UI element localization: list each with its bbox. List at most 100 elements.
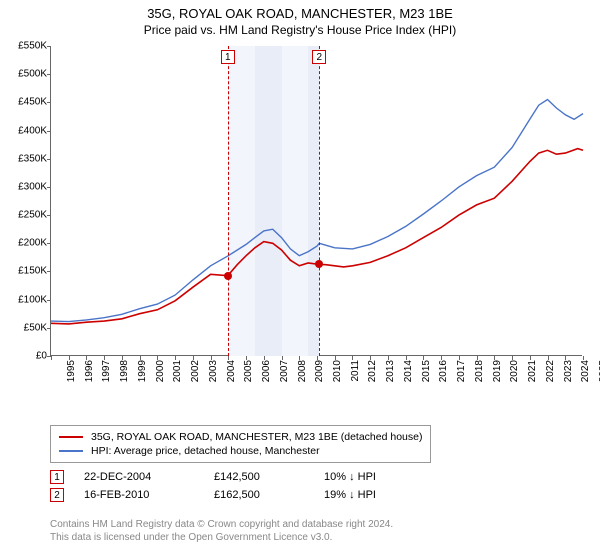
x-axis-tick-label: 1999 bbox=[137, 360, 148, 382]
y-axis-tick-label: £450K bbox=[3, 97, 47, 108]
event-date: 22-DEC-2004 bbox=[84, 471, 194, 483]
x-axis-tick-label: 2002 bbox=[190, 360, 201, 382]
x-axis-tick-label: 2018 bbox=[474, 360, 485, 382]
y-axis-tick-label: £400K bbox=[3, 125, 47, 136]
x-axis-tick bbox=[299, 356, 300, 360]
x-axis-tick-label: 1996 bbox=[84, 360, 95, 382]
x-axis-tick bbox=[51, 356, 52, 360]
x-axis-tick-label: 2000 bbox=[155, 360, 166, 382]
footer-line: This data is licensed under the Open Gov… bbox=[50, 531, 393, 544]
x-axis-tick bbox=[193, 356, 194, 360]
footer-attribution: Contains HM Land Registry data © Crown c… bbox=[50, 518, 393, 544]
y-axis-tick-label: £200K bbox=[3, 238, 47, 249]
x-axis-tick bbox=[246, 356, 247, 360]
legend-swatch bbox=[59, 436, 83, 438]
y-axis-tick-label: £0 bbox=[3, 351, 47, 362]
y-axis-tick bbox=[47, 271, 51, 272]
x-axis-tick-label: 2024 bbox=[580, 360, 591, 382]
x-axis-tick bbox=[157, 356, 158, 360]
legend: 35G, ROYAL OAK ROAD, MANCHESTER, M23 1BE… bbox=[50, 425, 431, 463]
y-axis-tick-label: £250K bbox=[3, 210, 47, 221]
y-axis-tick bbox=[47, 243, 51, 244]
event-price: £162,500 bbox=[214, 489, 304, 501]
x-axis-tick-label: 2019 bbox=[492, 360, 503, 382]
y-axis-tick-label: £150K bbox=[3, 266, 47, 277]
x-axis-tick-label: 2010 bbox=[332, 360, 343, 382]
x-axis-tick-label: 2011 bbox=[349, 360, 360, 382]
x-axis-tick bbox=[494, 356, 495, 360]
event-pct-vs-hpi: 10% ↓ HPI bbox=[324, 471, 424, 483]
line-series-svg bbox=[51, 46, 583, 356]
event-date: 16-FEB-2010 bbox=[84, 489, 194, 501]
x-axis-tick-label: 2021 bbox=[527, 360, 538, 382]
x-axis-tick-label: 2017 bbox=[456, 360, 467, 382]
y-axis-tick bbox=[47, 46, 51, 47]
x-axis-tick bbox=[423, 356, 424, 360]
x-axis-tick bbox=[441, 356, 442, 360]
chart-title: 35G, ROYAL OAK ROAD, MANCHESTER, M23 1BE bbox=[0, 6, 600, 21]
x-axis-tick bbox=[530, 356, 531, 360]
x-axis-tick bbox=[175, 356, 176, 360]
event-badge: 1 bbox=[50, 470, 64, 484]
x-axis-tick bbox=[512, 356, 513, 360]
x-axis-tick-label: 2007 bbox=[279, 360, 290, 382]
plot-area: £0£50K£100K£150K£200K£250K£300K£350K£400… bbox=[50, 46, 582, 356]
event-vline bbox=[319, 46, 320, 356]
x-axis-tick-label: 2009 bbox=[314, 360, 325, 382]
x-axis-tick bbox=[388, 356, 389, 360]
y-axis-tick bbox=[47, 187, 51, 188]
event-pct-vs-hpi: 19% ↓ HPI bbox=[324, 489, 424, 501]
x-axis-tick bbox=[104, 356, 105, 360]
x-axis-tick bbox=[228, 356, 229, 360]
legend-label: HPI: Average price, detached house, Manc… bbox=[91, 445, 320, 457]
x-axis-tick-label: 1998 bbox=[119, 360, 130, 382]
series-hpi bbox=[51, 100, 583, 322]
series-price_paid bbox=[51, 149, 583, 324]
x-axis-tick bbox=[211, 356, 212, 360]
x-axis-tick-label: 2004 bbox=[226, 360, 237, 382]
x-axis-tick-label: 2003 bbox=[208, 360, 219, 382]
x-axis-tick-label: 2016 bbox=[439, 360, 450, 382]
x-axis-tick bbox=[282, 356, 283, 360]
x-axis-tick-label: 2020 bbox=[509, 360, 520, 382]
x-axis-tick-label: 2005 bbox=[243, 360, 254, 382]
x-axis-tick bbox=[352, 356, 353, 360]
y-axis-tick bbox=[47, 328, 51, 329]
event-marker bbox=[224, 272, 232, 280]
x-axis-tick-label: 1995 bbox=[66, 360, 77, 382]
x-axis-tick bbox=[583, 356, 584, 360]
x-axis-tick-label: 2008 bbox=[297, 360, 308, 382]
x-axis-tick-label: 1997 bbox=[102, 360, 113, 382]
x-axis-tick bbox=[370, 356, 371, 360]
y-axis-tick-label: £500K bbox=[3, 69, 47, 80]
y-axis-tick bbox=[47, 300, 51, 301]
x-axis-tick bbox=[86, 356, 87, 360]
chart-container: 35G, ROYAL OAK ROAD, MANCHESTER, M23 1BE… bbox=[0, 0, 600, 560]
y-axis-tick bbox=[47, 159, 51, 160]
legend-item: 35G, ROYAL OAK ROAD, MANCHESTER, M23 1BE… bbox=[59, 430, 422, 444]
y-axis-tick-label: £350K bbox=[3, 153, 47, 164]
x-axis-tick-label: 2012 bbox=[368, 360, 379, 382]
chart-subtitle: Price paid vs. HM Land Registry's House … bbox=[0, 23, 600, 37]
chart-area: £0£50K£100K£150K£200K£250K£300K£350K£400… bbox=[50, 46, 582, 392]
legend-item: HPI: Average price, detached house, Manc… bbox=[59, 444, 422, 458]
events-table: 1 22-DEC-2004 £142,500 10% ↓ HPI 2 16-FE… bbox=[50, 470, 424, 506]
x-axis-tick bbox=[69, 356, 70, 360]
x-axis-tick bbox=[140, 356, 141, 360]
x-axis-tick bbox=[565, 356, 566, 360]
x-axis-tick-label: 2013 bbox=[385, 360, 396, 382]
y-axis-tick bbox=[47, 102, 51, 103]
x-axis-tick-label: 2014 bbox=[403, 360, 414, 382]
legend-label: 35G, ROYAL OAK ROAD, MANCHESTER, M23 1BE… bbox=[91, 431, 422, 443]
x-axis-tick-label: 2015 bbox=[421, 360, 432, 382]
x-axis-tick bbox=[264, 356, 265, 360]
table-row: 1 22-DEC-2004 £142,500 10% ↓ HPI bbox=[50, 470, 424, 484]
y-axis-tick-label: £50K bbox=[3, 322, 47, 333]
event-number-badge: 1 bbox=[221, 50, 235, 64]
x-axis-tick bbox=[477, 356, 478, 360]
x-axis-tick bbox=[317, 356, 318, 360]
event-badge: 2 bbox=[50, 488, 64, 502]
footer-line: Contains HM Land Registry data © Crown c… bbox=[50, 518, 393, 531]
legend-swatch bbox=[59, 450, 83, 452]
title-block: 35G, ROYAL OAK ROAD, MANCHESTER, M23 1BE… bbox=[0, 0, 600, 37]
